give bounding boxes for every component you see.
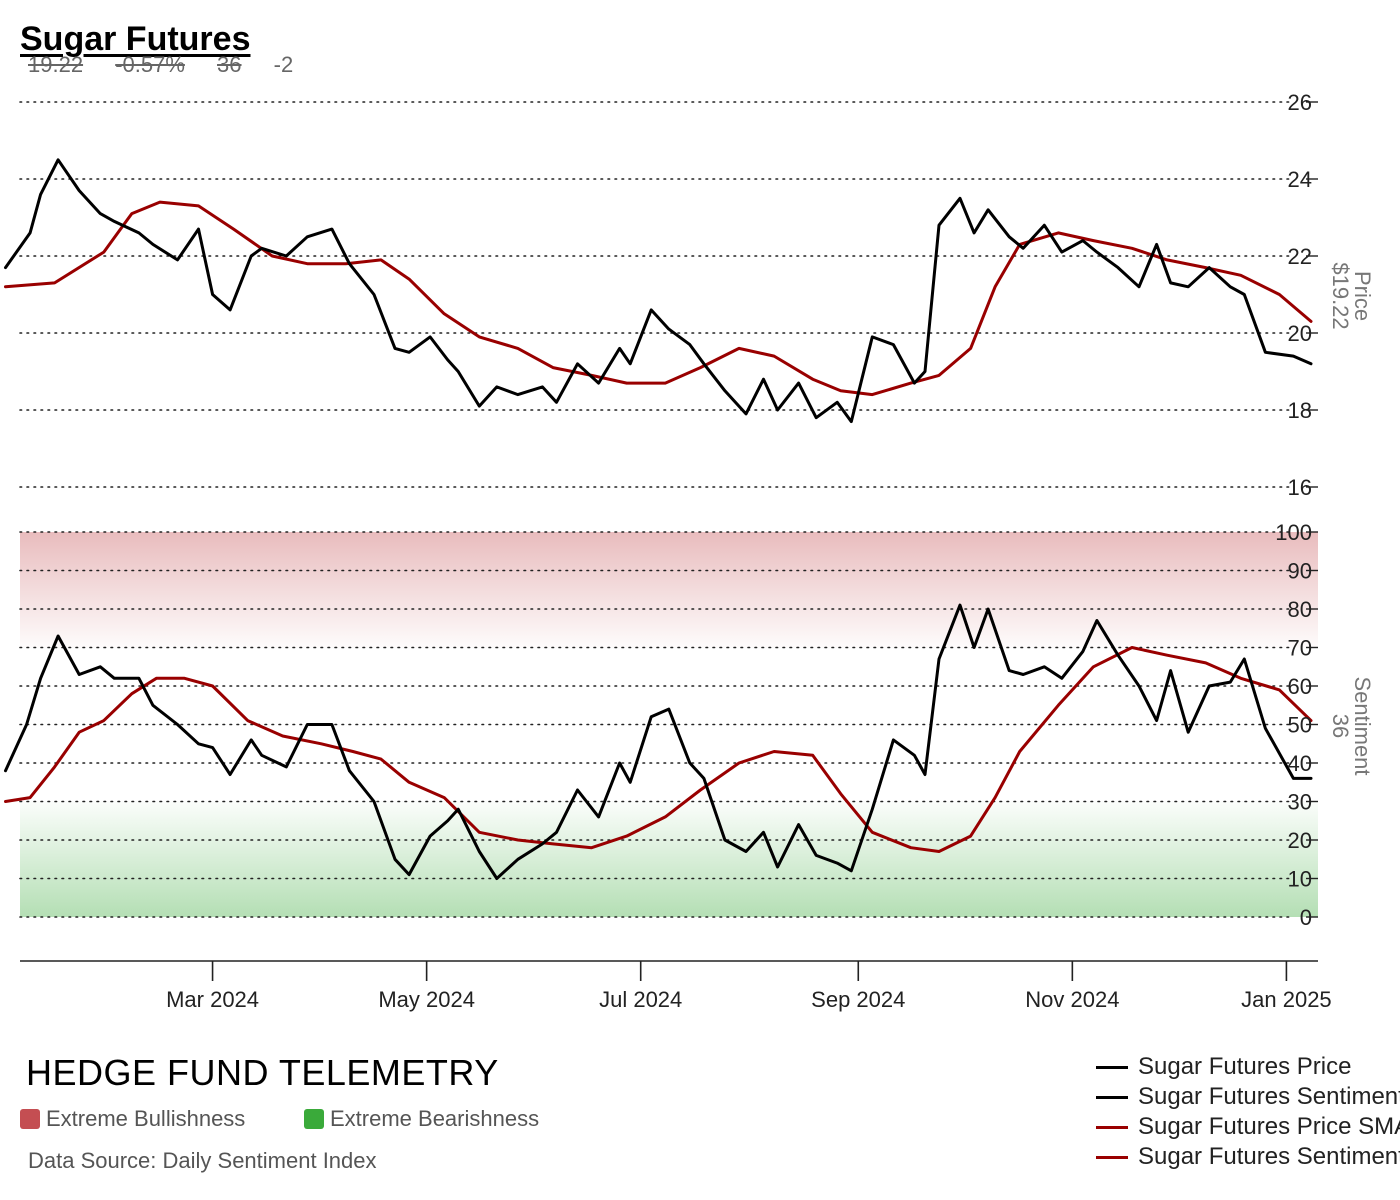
legend-label: Sugar Futures Price SMA: [1138, 1113, 1400, 1140]
chart-title: Sugar Futures: [20, 20, 251, 58]
legend-item: Sugar Futures Sentiment: [1096, 1082, 1400, 1112]
legend-label: Sugar Futures Sentiment SMA: [1138, 1143, 1400, 1170]
legend-item: Sugar Futures Price: [1096, 1052, 1400, 1082]
legend-line-swatch: [1096, 1125, 1128, 1129]
sentiment-axis-tick-label: 40: [1288, 751, 1312, 776]
sentiment-axis-tick-label: 90: [1288, 559, 1312, 584]
sentiment-axis-tick-label: 50: [1288, 713, 1312, 738]
bearish-key-label: Extreme Bearishness: [330, 1106, 540, 1131]
price-axis-tick-label: 16: [1288, 475, 1312, 500]
legend-line-swatch: [1096, 1095, 1128, 1099]
sentiment-sma-line: [4, 646, 1313, 853]
legend-line-swatch: [1096, 1065, 1128, 1069]
chart-legend: Sugar Futures Price Sugar Futures Sentime…: [1096, 1052, 1400, 1172]
legend-label: Sugar Futures Price: [1138, 1053, 1352, 1080]
bearish-swatch: [304, 1109, 324, 1129]
price-axis-tick-label: 22: [1288, 244, 1312, 269]
brand-name: HEDGE FUND TELEMETRY: [26, 1052, 499, 1093]
last-price: 19.22: [28, 52, 84, 77]
legend-line-swatch: [1096, 1155, 1128, 1159]
sentiment-line: [4, 603, 1313, 880]
x-axis-tick-label: Jul 2024: [599, 987, 682, 1012]
price-axis-tick-label: 18: [1288, 398, 1312, 423]
sentiment-change: -2: [273, 52, 294, 77]
price-axis-tick-label: 20: [1288, 321, 1312, 346]
x-axis-tick-label: Nov 2024: [1025, 987, 1119, 1012]
price-line: [4, 158, 1313, 424]
extreme-bullish-band: [20, 532, 1318, 648]
sentiment-axis-tick-label: 0: [1300, 905, 1312, 930]
bearish-key: Extreme Bearishness: [304, 1106, 539, 1132]
x-axis-tick-label: Jan 2025: [1241, 987, 1332, 1012]
legend-item: Sugar Futures Price SMA: [1096, 1112, 1400, 1142]
sentiment-axis-tick-label: 100: [1275, 520, 1312, 545]
bullish-key: Extreme Bullishness: [20, 1106, 245, 1132]
price-axis-tick-label: 24: [1288, 167, 1312, 192]
legend-label: Sugar Futures Sentiment: [1138, 1083, 1400, 1110]
bullish-key-label: Extreme Bullishness: [46, 1106, 246, 1131]
x-axis-tick-label: Sep 2024: [811, 987, 905, 1012]
sentiment-axis-tick-label: 20: [1288, 828, 1312, 853]
price-axis-title: Price$19.22: [1328, 262, 1375, 329]
x-axis-tick-label: Mar 2024: [166, 987, 259, 1012]
price-sma-line: [4, 200, 1313, 397]
sentiment-axis-tick-label: 30: [1288, 790, 1312, 815]
extreme-bearish-band: [20, 801, 1318, 917]
sentiment-value: 36: [217, 52, 242, 77]
sentiment-axis-tick-label: 10: [1288, 867, 1312, 892]
x-axis-tick-label: May 2024: [378, 987, 475, 1012]
legend-item: Sugar Futures Sentiment SMA: [1096, 1142, 1400, 1172]
price-change-pct: -0.57%: [115, 52, 185, 77]
sentiment-axis-tick-label: 60: [1288, 674, 1312, 699]
bullish-swatch: [20, 1109, 40, 1129]
price-axis-tick-label: 26: [1288, 90, 1312, 115]
price-stats: 19.22 -0.57% 36 -2: [28, 52, 319, 78]
sentiment-axis-tick-label: 80: [1288, 597, 1312, 622]
sentiment-axis-title: Sentiment36: [1328, 676, 1375, 775]
sentiment-axis-tick-label: 70: [1288, 636, 1312, 661]
data-source: Data Source: Daily Sentiment Index: [28, 1148, 377, 1173]
